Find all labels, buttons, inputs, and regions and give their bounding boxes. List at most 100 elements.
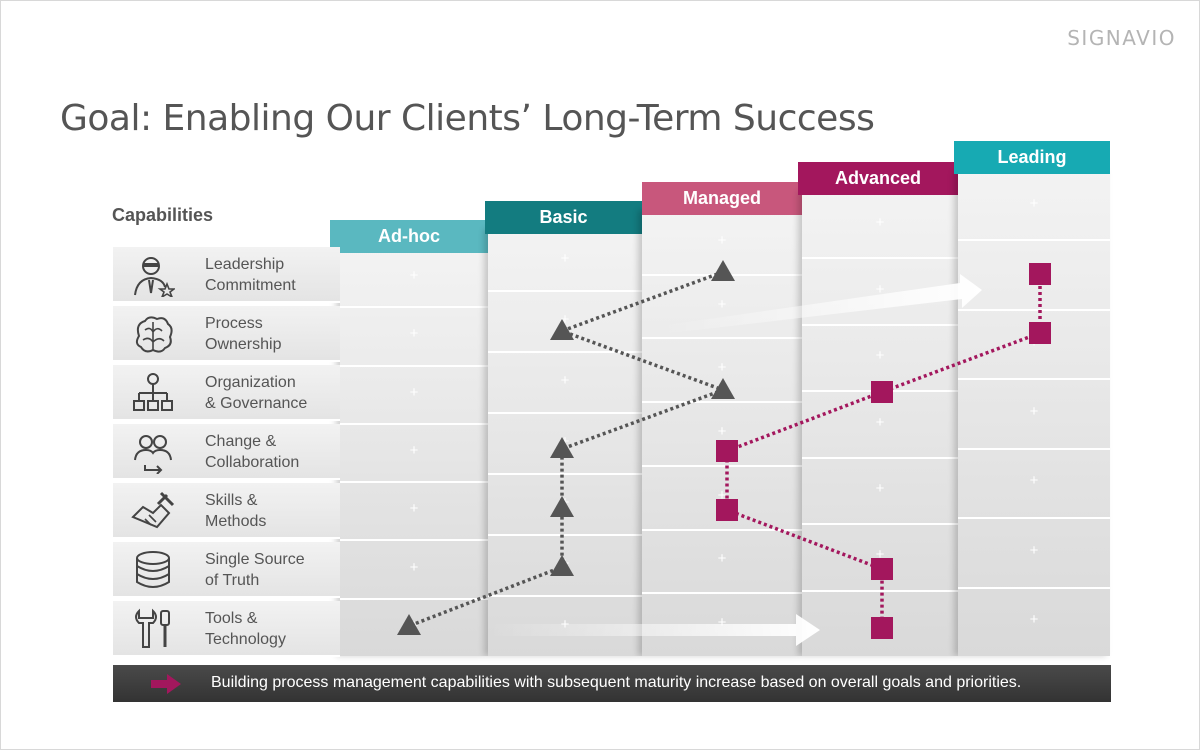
stage-divider (488, 351, 642, 353)
capability-label: Process Ownership (205, 315, 282, 353)
stage-divider (340, 306, 488, 308)
triangle-marker (550, 319, 574, 340)
plus-icon: + (717, 359, 727, 376)
stage-divider (958, 587, 1110, 589)
capability-row: Process Ownership (113, 306, 340, 362)
capability-label: Single Source of Truth (205, 551, 305, 589)
stage-divider (642, 592, 802, 594)
brand-logo: SIGNAVIO (1067, 26, 1176, 50)
plus-icon: + (717, 614, 727, 631)
plus-icon: + (717, 296, 727, 313)
plus-icon: + (717, 487, 727, 504)
plus-icon: + (1029, 403, 1039, 420)
stage-divider (488, 595, 642, 597)
stage-divider (958, 448, 1110, 450)
stage-header: Ad-hoc (330, 220, 488, 253)
capability-label: Organization & Governance (205, 374, 308, 412)
trend-arrow-upper (660, 274, 982, 334)
square-marker (716, 440, 738, 462)
plus-icon: + (717, 423, 727, 440)
stage-divider (340, 539, 488, 541)
plus-icon: + (1029, 195, 1039, 212)
square-marker (871, 617, 893, 639)
people-arrow-icon (134, 435, 172, 474)
stage-column: +++++++ (340, 248, 488, 656)
handshake-hammer-icon (131, 491, 175, 529)
square-marker (716, 499, 738, 521)
capability-row: Change & Collaboration (113, 424, 340, 480)
stage-divider (958, 239, 1110, 241)
plus-icon: + (1029, 611, 1039, 628)
stage-divider (958, 378, 1110, 380)
plus-icon: + (409, 267, 419, 284)
stage-divider (802, 324, 958, 326)
org-chart-icon (133, 373, 173, 411)
footer-bar: Building process management capabilities… (113, 665, 1111, 702)
triangle-marker (550, 555, 574, 576)
plus-icon: + (875, 480, 885, 497)
stage-header: Managed (642, 182, 802, 215)
wrench-screwdriver-icon (135, 608, 170, 648)
triangle-marker (711, 260, 735, 281)
triangle-marker (550, 496, 574, 517)
capability-row: Skills & Methods (113, 483, 340, 539)
footer-arrow-icon (151, 674, 181, 694)
stage-header: Advanced (798, 162, 958, 195)
stage-column: +++++++ (958, 170, 1110, 656)
capabilities-heading: Capabilities (112, 205, 214, 225)
plus-icon: + (409, 384, 419, 401)
square-marker (871, 381, 893, 403)
stage-divider (340, 365, 488, 367)
triangle-marker (711, 378, 735, 399)
plus-icon: + (875, 347, 885, 364)
stage-column: +++++++ (642, 210, 802, 656)
stage-divider (958, 309, 1110, 311)
square-marker (871, 558, 893, 580)
stage-divider (340, 481, 488, 483)
stage-divider (802, 523, 958, 525)
plus-icon: + (1029, 542, 1039, 559)
plus-icon: + (560, 250, 570, 267)
plus-icon: + (560, 433, 570, 450)
stage-divider (802, 590, 958, 592)
triangle-marker (550, 437, 574, 458)
database-icon (136, 551, 170, 588)
stage-divider (642, 465, 802, 467)
plus-icon: + (409, 500, 419, 517)
capability-row: Leadership Commitment (113, 247, 340, 303)
stage-divider (802, 457, 958, 459)
plus-icon: + (560, 311, 570, 328)
leader-star-icon (134, 257, 175, 297)
stage-divider (642, 401, 802, 403)
square-marker (1029, 263, 1051, 285)
trend-arrow-lower (490, 614, 820, 646)
footer-text: Building process management capabilities… (211, 674, 1022, 691)
stage-divider (488, 412, 642, 414)
plus-icon: + (409, 442, 419, 459)
stage-divider (802, 257, 958, 259)
capability-row: Single Source of Truth (113, 542, 340, 598)
stage-divider (642, 337, 802, 339)
capability-label: Skills & Methods (205, 492, 267, 530)
stage-divider (340, 598, 488, 600)
square-marker (1029, 322, 1051, 344)
stage-divider (488, 534, 642, 536)
stage-divider (642, 529, 802, 531)
triangle-marker (397, 614, 421, 635)
stage-header: Leading (954, 141, 1110, 174)
page-title: Goal: Enabling Our Clients’ Long-Term Su… (60, 98, 875, 139)
plus-icon: + (875, 546, 885, 563)
stage-header: Basic (485, 201, 642, 234)
capability-label: Change & Collaboration (205, 433, 300, 471)
stage-divider (340, 423, 488, 425)
plus-icon: + (875, 281, 885, 298)
plus-icon: + (409, 325, 419, 342)
capability-label: Leadership Commitment (205, 256, 296, 294)
capability-row: Tools & Technology (113, 601, 340, 657)
plus-icon: + (717, 232, 727, 249)
capability-row: Organization & Governance (113, 365, 340, 421)
plus-icon: + (875, 214, 885, 231)
brain-icon (135, 316, 173, 353)
plus-icon: + (560, 372, 570, 389)
